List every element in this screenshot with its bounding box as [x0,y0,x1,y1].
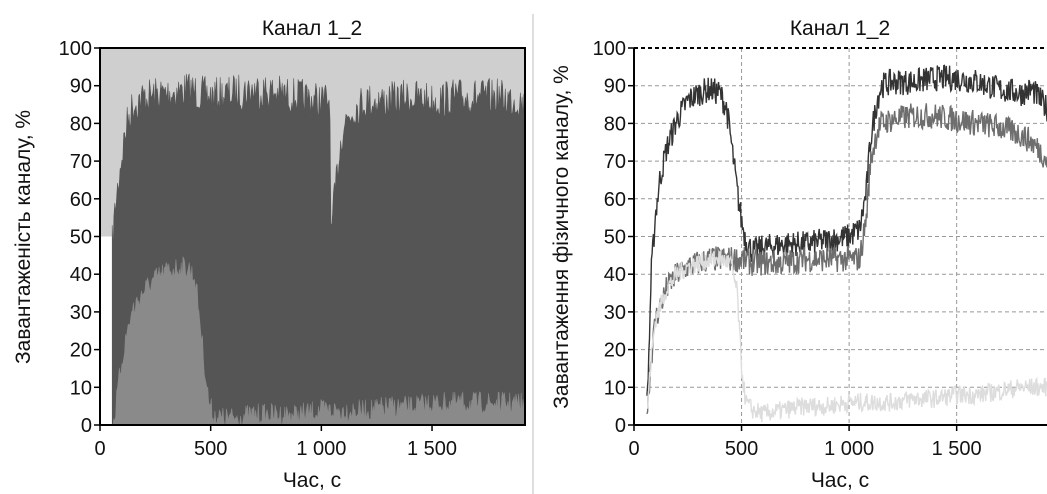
right-x-tick-label: 1 000 [824,438,874,460]
right-y-tick-label: 70 [604,151,626,173]
right-y-tick-label: 10 [604,377,626,399]
left-y-tick-label: 70 [70,151,92,173]
left-y-tick-label: 0 [81,415,92,437]
right-y-tick-label: 20 [604,340,626,362]
left-y-tick-label: 40 [70,264,92,286]
left-chart-title: Канал 1_2 [262,17,362,40]
left-y-tick-label: 50 [70,227,92,249]
left-y-axis-label: Завантаженість каналу, % [12,110,35,364]
right-y-tick-label: 90 [604,76,626,98]
left-chart: 0 10 20 30 40 50 60 70 80 90 100 0 500 1 000 1 500 Ка… [12,17,526,492]
left-x-tick-label: 1 000 [296,438,346,460]
left-y-tick-label: 20 [70,340,92,362]
left-y-tick-label: 80 [70,113,92,135]
right-series-line [646,249,1047,423]
left-x-tick-label: 500 [194,438,227,460]
left-x-axis-label: Час, с [283,469,341,492]
right-y-tick-label: 50 [604,227,626,249]
right-y-tick-label: 80 [604,113,626,135]
left-y-tick-label: 90 [70,76,92,98]
left-y-tick-label: 10 [70,377,92,399]
right-x-tick-label: 0 [628,438,639,460]
right-y-tick-label: 0 [615,415,626,437]
right-x-tick-label: 500 [725,438,758,460]
left-x-tick-label: 1 500 [407,438,457,460]
right-y-tick-label: 100 [593,38,626,60]
right-chart: 0 10 20 30 40 50 60 70 80 90 100 0 500 1 000 1 500 Ка… [550,17,1047,492]
right-y-tick-label: 60 [604,189,626,211]
right-chart-title: Канал 1_2 [790,17,890,40]
right-y-tick-label: 40 [604,264,626,286]
left-y-tick-label: 100 [59,38,92,60]
right-x-axis-label: Час, с [811,469,869,492]
left-y-tick-label: 30 [70,302,92,324]
left-series-area [112,256,525,425]
right-x-tick-label: 1 500 [932,438,982,460]
left-y-tick-label: 60 [70,189,92,211]
left-series-area [111,73,525,425]
left-x-tick-label: 0 [94,438,105,460]
right-y-tick-label: 30 [604,302,626,324]
right-y-axis-label: Завантаження фізичного каналу, % [550,65,573,409]
